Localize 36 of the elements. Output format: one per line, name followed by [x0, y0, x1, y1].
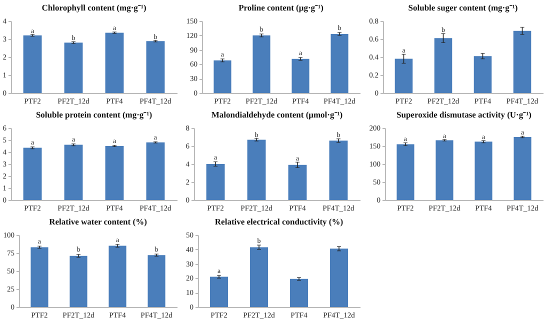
- bar: [290, 278, 308, 307]
- chart-title: Relative electrical conductivity (%): [214, 216, 344, 226]
- bar: [210, 276, 228, 307]
- chart-title: Malondialdehyde content (μmol·g⁻¹): [211, 110, 343, 120]
- bar: [513, 30, 532, 93]
- bar: [108, 246, 126, 307]
- bar: [434, 38, 452, 93]
- bar: [330, 248, 348, 307]
- chart-title: Chlorophyll content (mg·g⁻¹): [42, 2, 146, 12]
- chart-title: Soluble protein content (mg·g⁻¹): [36, 110, 152, 120]
- bar: [252, 35, 270, 93]
- bar: [436, 140, 454, 200]
- bar: [214, 60, 232, 93]
- chart-title: Soluble suger content (mg·g⁻¹): [408, 2, 518, 12]
- bar: [330, 34, 348, 93]
- bar: [394, 58, 413, 93]
- bar: [474, 56, 492, 93]
- bar: [146, 41, 165, 93]
- bar: [292, 58, 310, 93]
- bar: [105, 32, 124, 93]
- bar: [70, 256, 88, 307]
- bar: [288, 164, 307, 200]
- bar: [247, 140, 266, 200]
- bar: [514, 137, 532, 200]
- bar: [64, 42, 83, 93]
- bar: [474, 142, 492, 200]
- bar: [329, 140, 348, 200]
- chart-title: Superoxide dismutase activity (U·g⁻¹): [396, 110, 532, 120]
- bar: [30, 247, 48, 307]
- bar: [206, 164, 225, 200]
- bar: [396, 144, 414, 200]
- bar: [23, 35, 42, 93]
- chart-title: Relative water content (%): [49, 216, 148, 226]
- chart-title: Proline content (μg·g⁻¹): [238, 2, 324, 12]
- bar: [250, 247, 268, 307]
- bar: [148, 255, 166, 307]
